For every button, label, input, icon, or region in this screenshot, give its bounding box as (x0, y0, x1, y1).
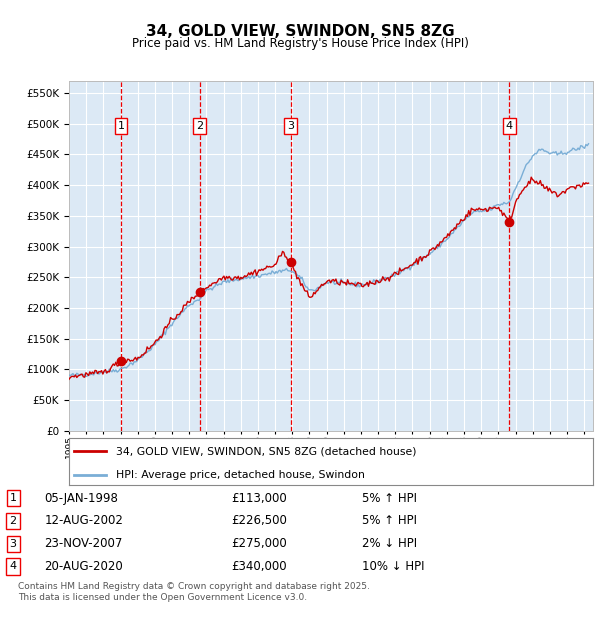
Text: 23-NOV-2007: 23-NOV-2007 (44, 537, 123, 550)
Text: 1: 1 (118, 121, 125, 131)
Text: 1: 1 (10, 493, 17, 503)
Text: 12-AUG-2002: 12-AUG-2002 (44, 515, 124, 528)
Text: 20-AUG-2020: 20-AUG-2020 (44, 560, 124, 573)
Text: £275,000: £275,000 (232, 537, 287, 550)
Text: 34, GOLD VIEW, SWINDON, SN5 8ZG (detached house): 34, GOLD VIEW, SWINDON, SN5 8ZG (detache… (116, 446, 416, 456)
Text: 3: 3 (10, 539, 17, 549)
Text: Contains HM Land Registry data © Crown copyright and database right 2025.
This d: Contains HM Land Registry data © Crown c… (18, 582, 370, 603)
Text: 34, GOLD VIEW, SWINDON, SN5 8ZG: 34, GOLD VIEW, SWINDON, SN5 8ZG (146, 24, 454, 38)
Text: £340,000: £340,000 (232, 560, 287, 573)
Text: 2: 2 (10, 516, 17, 526)
Text: HPI: Average price, detached house, Swindon: HPI: Average price, detached house, Swin… (116, 469, 365, 480)
Text: 05-JAN-1998: 05-JAN-1998 (44, 492, 118, 505)
Text: £113,000: £113,000 (232, 492, 287, 505)
Text: £226,500: £226,500 (232, 515, 287, 528)
Text: 4: 4 (506, 121, 513, 131)
Text: Price paid vs. HM Land Registry's House Price Index (HPI): Price paid vs. HM Land Registry's House … (131, 37, 469, 50)
Text: 5% ↑ HPI: 5% ↑ HPI (362, 515, 418, 528)
Text: 10% ↓ HPI: 10% ↓ HPI (362, 560, 425, 573)
Text: 2: 2 (196, 121, 203, 131)
Text: 2% ↓ HPI: 2% ↓ HPI (362, 537, 418, 550)
Text: 3: 3 (287, 121, 294, 131)
Text: 5% ↑ HPI: 5% ↑ HPI (362, 492, 418, 505)
Text: 4: 4 (10, 562, 17, 572)
